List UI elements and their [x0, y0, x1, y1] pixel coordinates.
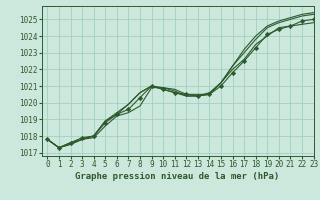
X-axis label: Graphe pression niveau de la mer (hPa): Graphe pression niveau de la mer (hPa)	[76, 172, 280, 181]
